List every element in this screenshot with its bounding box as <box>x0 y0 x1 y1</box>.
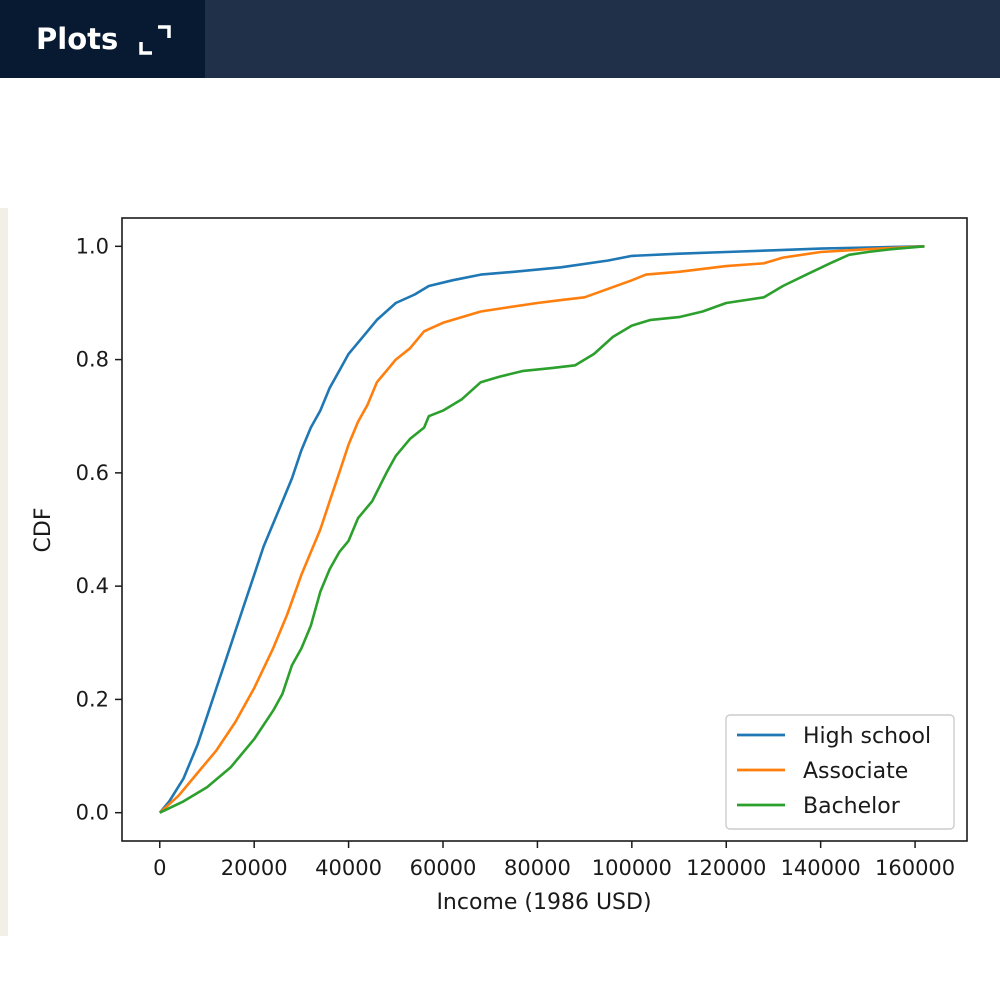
x-tick-label: 40000 <box>315 856 382 880</box>
x-tick-label: 60000 <box>410 856 477 880</box>
x-tick-label: 100000 <box>592 856 672 880</box>
x-tick-label: 140000 <box>781 856 861 880</box>
x-tick-label: 80000 <box>504 856 571 880</box>
y-tick-label: 1.0 <box>76 234 109 258</box>
tab-plots[interactable]: Plots <box>0 0 205 78</box>
y-tick-label: 0.0 <box>76 801 109 825</box>
tab-plots-label: Plots <box>36 22 119 56</box>
series-line-2 <box>159 245 925 814</box>
series-line-1 <box>158 245 925 814</box>
y-tick-label: 0.8 <box>76 348 109 372</box>
series-line-0 <box>158 245 925 814</box>
legend: High school Associate Bachelor <box>725 714 955 830</box>
legend-box <box>725 714 955 830</box>
x-tick-label: 120000 <box>686 856 766 880</box>
axes-frame <box>121 217 968 842</box>
plots-header-bar: Plots <box>0 0 1000 78</box>
y-tick-label: 0.2 <box>76 687 109 711</box>
y-tick-label: 0.4 <box>76 574 109 598</box>
x-tick-label: 0 <box>153 856 166 880</box>
x-axis-label: Income (1986 USD) <box>436 890 651 915</box>
legend-label: High school <box>803 724 931 749</box>
x-axis: 0 20000 40000 60000 80000 100000 120000 140000 1… <box>153 841 955 880</box>
legend-label: Bachelor <box>803 794 901 819</box>
legend-label: Associate <box>803 759 908 784</box>
x-tick-label: 160000 <box>875 856 955 880</box>
y-axis-label: CDF <box>31 508 56 553</box>
series-lines <box>158 245 925 814</box>
expand-icon[interactable] <box>138 24 172 56</box>
y-tick-label: 0.6 <box>76 461 109 485</box>
panel-left-border <box>0 208 8 936</box>
y-axis: 0.0 0.2 0.4 0.6 0.8 1.0 <box>76 234 122 825</box>
x-tick-label: 20000 <box>221 856 288 880</box>
